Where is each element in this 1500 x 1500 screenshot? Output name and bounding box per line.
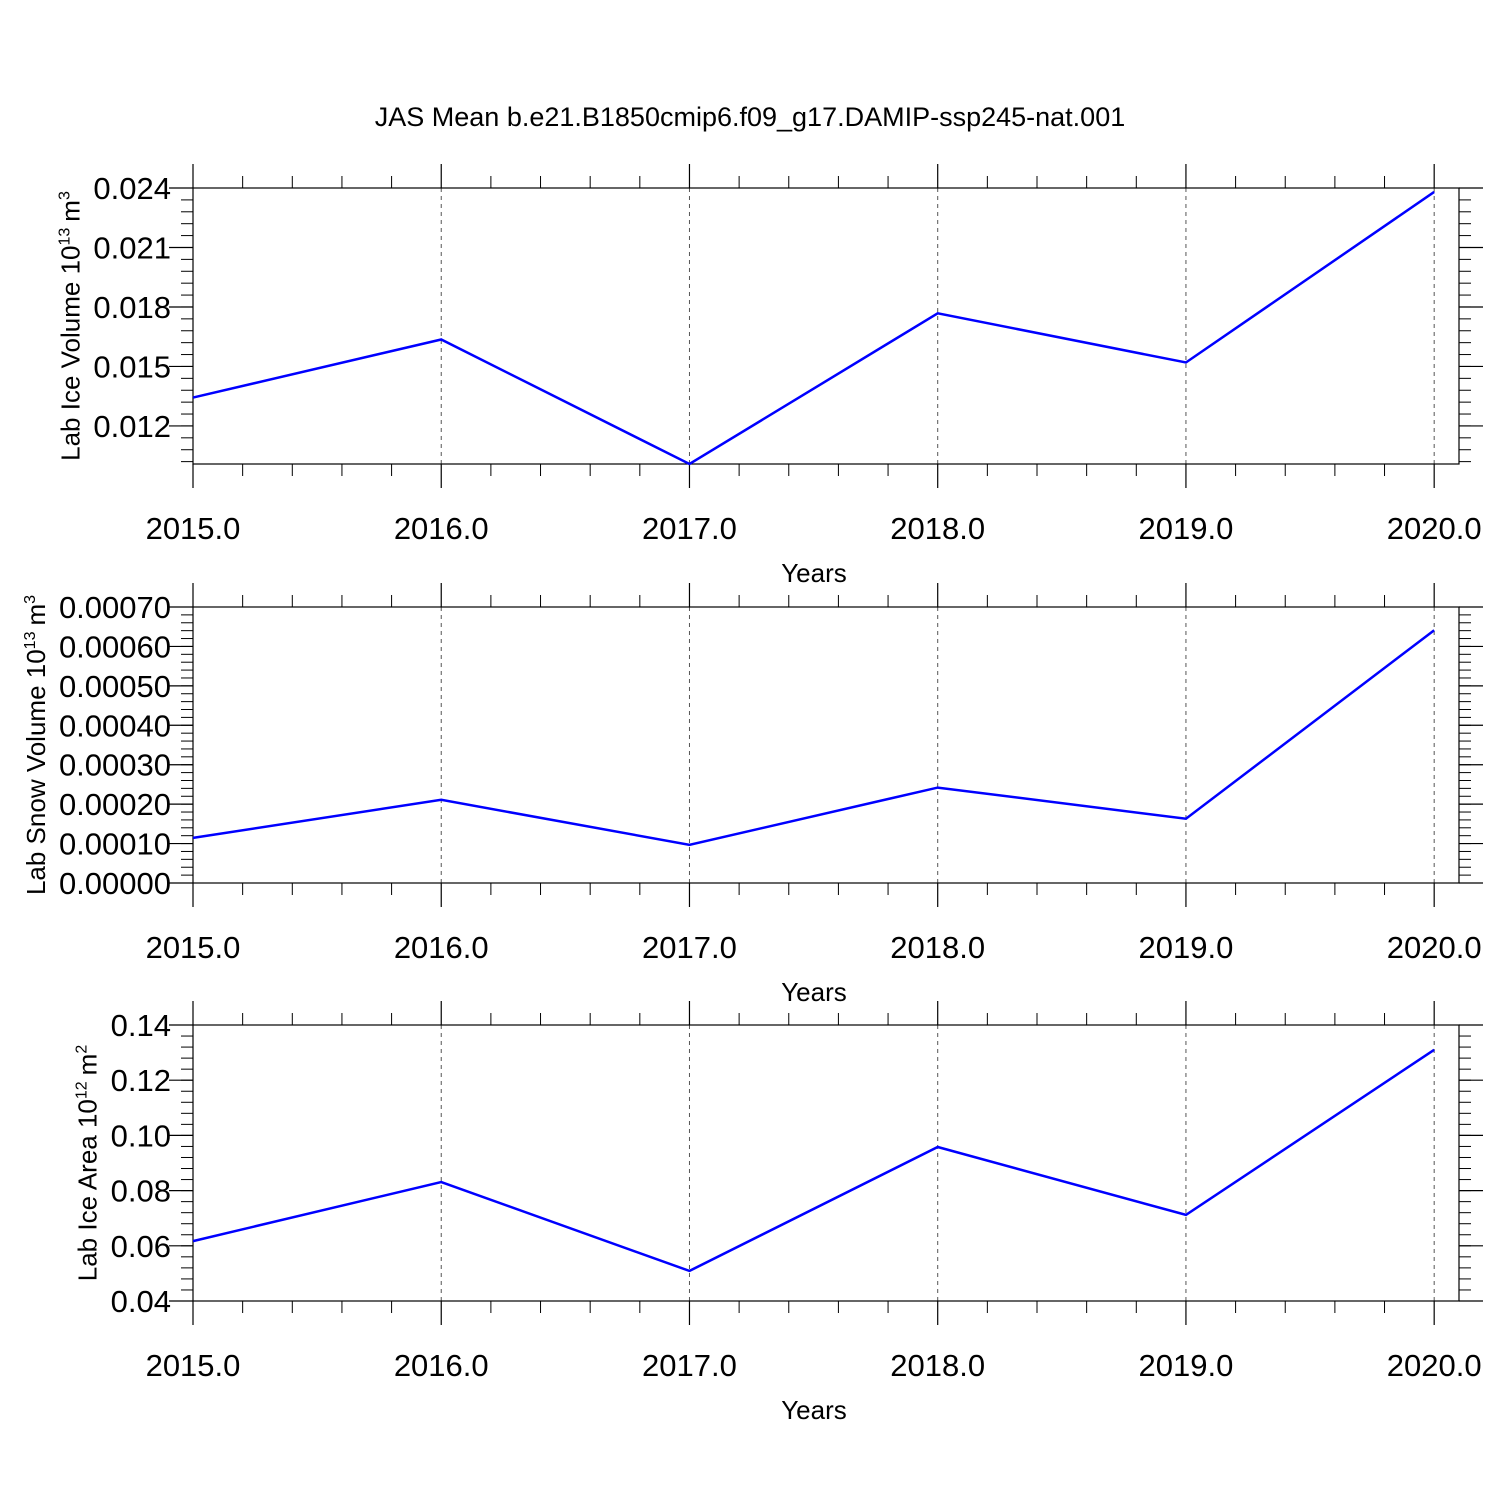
y-axis-label: Lab Snow Volume 1013 m3 [21, 595, 51, 895]
x-tick-label: 2016.0 [394, 930, 489, 965]
x-tick-label: 2017.0 [642, 1348, 737, 1383]
x-tick-label: 2016.0 [394, 511, 489, 546]
chart-title: JAS Mean b.e21.B1850cmip6.f09_g17.DAMIP-… [375, 102, 1125, 132]
y-axis-label-text: Lab Snow Volume 10 [21, 649, 51, 895]
y-axis-label: Lab Ice Area 1012 m2 [73, 1045, 103, 1282]
y-axis-label: Lab Ice Volume 1013 m3 [55, 191, 85, 461]
data-line [192, 190, 1435, 466]
x-tick-label: 2019.0 [1139, 511, 1234, 546]
x-tick-label: 2018.0 [890, 930, 985, 965]
x-axis-label: Years [781, 1395, 847, 1425]
y-tick-label: 0.00000 [59, 866, 171, 901]
y-tick-label: 0.00070 [59, 590, 171, 625]
x-tick-label: 2020.0 [1387, 511, 1482, 546]
y-tick-label: 0.024 [93, 171, 171, 206]
y-tick-label: 0.00010 [59, 827, 171, 862]
plot-frame [192, 1024, 1460, 1302]
y-tick-label: 0.10 [111, 1118, 171, 1153]
y-tick-label: 0.012 [93, 409, 171, 444]
y-tick-label: 0.06 [111, 1229, 171, 1264]
panel: 2015.0 2016.0 2017.0 2018.0 2019.0 2020.0 0.01… [55, 164, 1483, 588]
y-tick-label: 0.00050 [59, 669, 171, 704]
x-tick-label: 2019.0 [1139, 1348, 1234, 1383]
y-tick-label: 0.04 [111, 1284, 171, 1319]
x-tick-label: 2018.0 [890, 511, 985, 546]
x-tick-label: 2019.0 [1139, 930, 1234, 965]
x-axis-label: Years [781, 977, 847, 1007]
data-line [192, 1048, 1435, 1273]
y-axis-label-exp: 13 [22, 631, 39, 649]
x-tick-label: 2017.0 [642, 930, 737, 965]
x-tick-label: 2017.0 [642, 511, 737, 546]
y-axis-label-unit: m [73, 1054, 103, 1076]
y-tick-label: 0.00030 [59, 748, 171, 783]
x-tick-label: 2016.0 [394, 1348, 489, 1383]
x-axis-label: Years [781, 558, 847, 588]
x-tick-label: 2015.0 [146, 1348, 241, 1383]
y-tick-label: 0.021 [93, 230, 171, 265]
y-tick-label: 0.00040 [59, 708, 171, 743]
plot-frame [192, 187, 1460, 465]
y-axis-label-text: Lab Ice Volume 10 [55, 245, 85, 460]
y-tick-label: 0.14 [111, 1008, 171, 1043]
x-tick-label: 2020.0 [1387, 1348, 1482, 1383]
plot-frame [192, 606, 1460, 884]
y-axis-label-unit: m [55, 200, 85, 222]
x-tick-label: 2015.0 [146, 930, 241, 965]
y-tick-label: 0.12 [111, 1063, 171, 1098]
panel: 2015.0 2016.0 2017.0 2018.0 2019.0 2020.0 0.04… [73, 1001, 1483, 1425]
y-tick-label: 0.015 [93, 349, 171, 384]
x-tick-label: 2018.0 [890, 1348, 985, 1383]
x-tick-label: 2020.0 [1387, 930, 1482, 965]
panel: 2015.0 2016.0 2017.0 2018.0 2019.0 2020.0 0.00… [21, 583, 1483, 1007]
y-axis-label-unit-exp: 3 [56, 191, 73, 200]
y-axis-label-unit-exp: 3 [22, 595, 39, 604]
data-line [192, 629, 1435, 847]
x-tick-label: 2015.0 [146, 511, 241, 546]
y-tick-label: 0.00060 [59, 629, 171, 664]
y-axis-label-exp: 13 [56, 228, 73, 246]
y-axis-label-exp: 12 [74, 1081, 91, 1099]
y-tick-label: 0.018 [93, 290, 171, 325]
y-axis-label-text: Lab Ice Area 10 [73, 1099, 103, 1281]
y-axis-label-unit-exp: 2 [74, 1045, 91, 1054]
y-tick-label: 0.08 [111, 1174, 171, 1209]
y-tick-label: 0.00020 [59, 787, 171, 822]
y-axis-label-unit: m [21, 604, 51, 626]
